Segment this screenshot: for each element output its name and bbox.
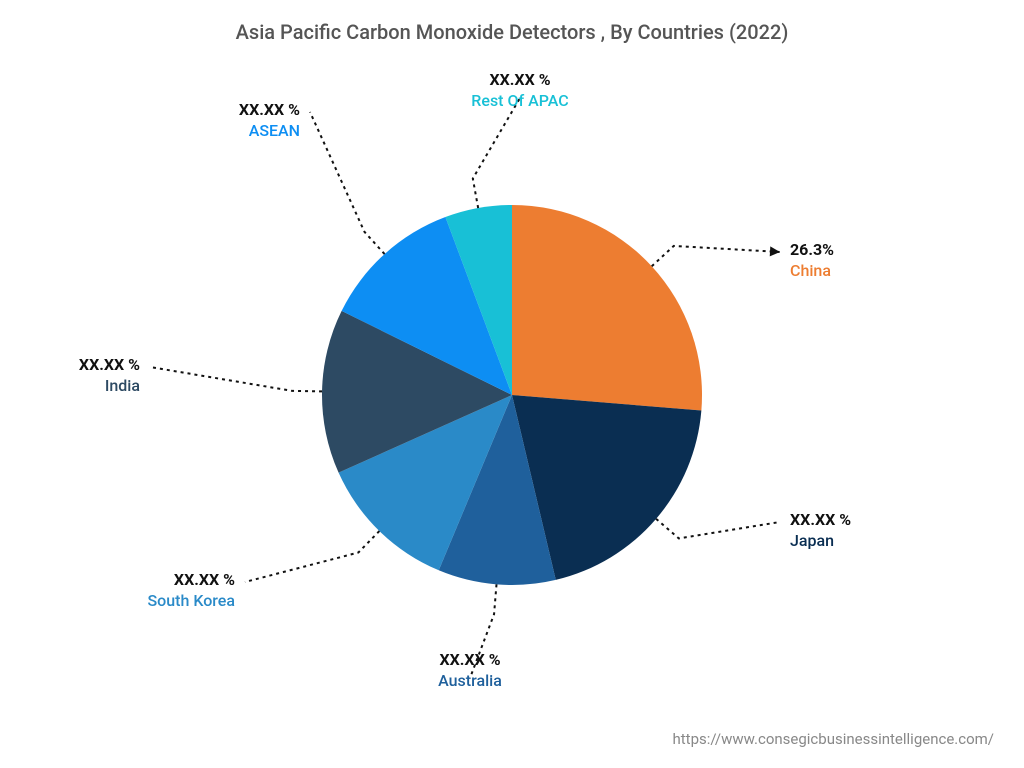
leader-line-china <box>652 246 780 266</box>
leader-line-asean <box>310 112 385 254</box>
slice-pct-australia: XX.XX % <box>390 650 550 671</box>
slice-name-south_korea: South Korea <box>147 591 235 612</box>
slice-name-rest_apac: Rest Of APAC <box>440 91 600 112</box>
slice-name-india: India <box>79 376 140 397</box>
slice-pct-south_korea: XX.XX % <box>147 570 235 591</box>
slice-name-japan: Japan <box>790 531 851 552</box>
pie-slice-china <box>512 205 702 411</box>
slice-pct-rest_apac: XX.XX % <box>440 70 600 91</box>
arrowhead-icon <box>770 246 780 256</box>
slice-label-asean: XX.XX %ASEAN <box>239 100 300 142</box>
footer-url: https://www.consegicbusinessintelligence… <box>673 730 995 748</box>
slice-name-asean: ASEAN <box>239 121 300 142</box>
slice-pct-china: 26.3% <box>790 240 834 261</box>
slice-pct-japan: XX.XX % <box>790 510 851 531</box>
slice-label-rest_apac: XX.XX %Rest Of APAC <box>440 70 600 112</box>
leader-line-south_korea <box>245 531 379 582</box>
slice-label-japan: XX.XX %Japan <box>790 510 851 552</box>
slice-name-china: China <box>790 261 834 282</box>
slice-label-china: 26.3%China <box>790 240 834 282</box>
slice-name-australia: Australia <box>390 671 550 692</box>
slice-label-india: XX.XX %India <box>79 355 140 397</box>
leader-line-japan <box>656 519 780 539</box>
slice-pct-india: XX.XX % <box>79 355 140 376</box>
slice-pct-asean: XX.XX % <box>239 100 300 121</box>
leader-line-rest_apac <box>473 98 520 208</box>
slice-label-south_korea: XX.XX %South Korea <box>147 570 235 612</box>
slice-label-australia: XX.XX %Australia <box>390 650 550 692</box>
leader-line-india <box>150 367 322 391</box>
